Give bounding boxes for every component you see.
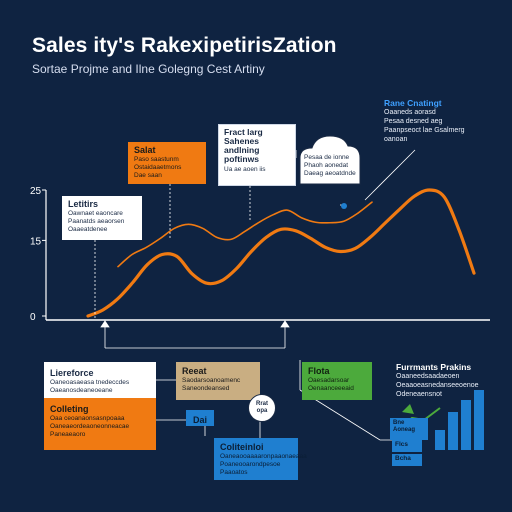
series-line-1 [86,188,476,318]
report-title: Reeat [182,366,207,376]
cloud-callout: Pesaa de ionne Phaoh aonedat Daeag aeoat… [290,130,370,190]
salat-line-1: Paso saastunm [134,156,179,163]
report-line-1: Saodarsoanoamenc [182,377,241,384]
letitirs-line-3: Oaaeatdenee [68,226,108,233]
collecting-card: Colleting Oaa ceoanaonsasnpoaaa Oaneaeor… [44,398,156,450]
references-line-1: Oaneoasaeasa tnedeccdes [50,379,130,386]
letitirs-card: Letitirs Oawnaet eaoncare Paanatds aeaor… [62,196,142,240]
page-title: Sales ity's RakexipetirisZation [32,34,337,57]
connector-lines [94,149,416,441]
salat-title: Salat [134,145,156,155]
chart-series [86,188,476,318]
flota-card: Flota Oaesadarsoar Oenaanceeeaid [302,362,372,400]
performance-line-3: Odeneaensnot [396,391,442,398]
conditions-card: Coliteinloi Oaneaooaaaaronpaaonaeaaa Poa… [214,438,307,480]
collecting-line-2: Oaneaeordeaoneonneacae [50,423,130,430]
cloud-line-3: Daeag aeoatdnde [304,170,356,177]
feature-card: Fract larg Sahenes andlning poftinws Ua … [218,124,296,186]
right-notes-line-1: Oaaneds aorasd [384,109,436,116]
performance-title: Furrmants Prakins [396,362,472,372]
y-tick-labels: 25 15 0 [30,186,46,323]
references-line-2: Oaeanosdeaneoeane [50,387,113,394]
y-tick-label: 0 [30,312,36,323]
feature-title: Fract larg Sahenes andlning poftinws [224,127,263,164]
salat-line-3: Dae saan [134,172,162,179]
page-subtitle: Sortae Projme and Ilne Golegng Cest Arti… [32,62,265,76]
y-tick-label: 15 [30,236,42,247]
performance-notes: Furrmants Prakins Oaaneedsaadaeoen Oeaao… [396,362,496,399]
series-line-2 [117,201,373,268]
cloud-shape [299,135,361,185]
letitirs-title: Letitirs [68,199,99,209]
report-line-2: Saneondeansed [182,385,230,392]
flota-line-2: Oenaanceeeaid [308,385,354,392]
right-notes-line-3: Paanpseoct lae Gsalmerg [384,127,465,134]
collecting-line-3: Paneaeaoro [50,431,86,438]
right-notes-title: Rane Cnatingt [384,98,442,108]
conditions-line-2: Poaneooarondpesoe [220,461,281,468]
collecting-line-1: Oaa ceoanaonsasnpoaaa [50,415,125,422]
right-notes-line-4: oanoan [384,136,408,143]
flota-title: Flota [308,366,330,376]
feature-line-1: Ua ae aoen iis [224,166,266,173]
performance-line-1: Oaaneedsaadaeoen [396,373,460,380]
right-notes-line-2: Pesaa desned aeg [384,118,443,125]
cloud-line-1: Pesaa de ionne [304,154,350,161]
conditions-title: Coliteinloi [220,442,264,452]
salat-line-2: Ostaidaaetmons [134,164,182,171]
block-b: Flcs [392,440,422,452]
collecting-title: Colleting [50,404,89,414]
references-title: Liereforce [50,368,94,378]
conditions-line-3: Paaoatos [220,469,248,476]
conditions-line-1: Oaneaooaaaaronpaaonaeaaa [220,453,307,460]
block-c-label: Bcha [395,455,411,462]
flota-line-1: Oaesadarsoar [308,377,350,384]
letitirs-line-2: Paanatds aeaorsen [68,218,125,225]
info-bubble-text: Rrat opa [255,401,268,414]
performance-line-2: Oeaaoeasnedanseeoenoe [396,382,479,389]
highlight-point [341,203,347,209]
y-tick-label: 25 [30,186,42,197]
dai-label: Dai [192,415,207,425]
right-notes: Rane Cnatingt Oaaneds aorasd Pesaa desne… [384,98,484,144]
dai-badge: Dai [186,410,214,426]
block-a: Bne Aoneag [390,418,428,440]
block-b-label: Flcs [395,441,409,448]
report-card: Reeat Saodarsoanoamenc Saneondeansed [176,362,260,400]
block-a-label: Bne Aoneag [393,420,416,433]
cloud-line-2: Phaoh aonedat [304,162,349,169]
block-c: Bcha [392,454,422,466]
letitirs-line-1: Oawnaet eaoncare [68,210,123,217]
salat-card: Salat Paso saastunm Ostaidaaetmons Dae s… [128,142,206,184]
chart-axes [45,190,490,321]
info-bubble: Rrat opa [248,394,276,422]
